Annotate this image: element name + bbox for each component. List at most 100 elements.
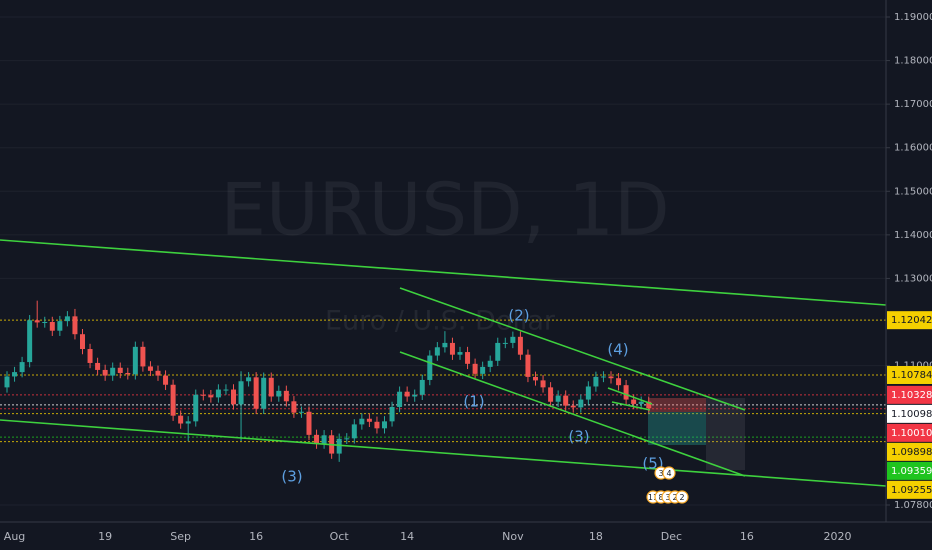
channel-line bbox=[607, 387, 653, 405]
position-stop bbox=[648, 398, 706, 412]
candle-body bbox=[193, 394, 199, 422]
candle-body bbox=[525, 354, 531, 377]
grid bbox=[0, 16, 886, 506]
candle-body bbox=[419, 379, 425, 395]
event-label: 11 bbox=[648, 493, 658, 502]
price-label: 1.09359 bbox=[891, 466, 932, 477]
y-tick-label: 1.18000 bbox=[894, 56, 932, 67]
candle-body bbox=[42, 322, 48, 324]
candle-body bbox=[563, 395, 569, 406]
candle-body bbox=[155, 370, 161, 376]
candle-body bbox=[585, 386, 591, 400]
candle-body bbox=[215, 389, 221, 398]
candle-body bbox=[427, 355, 433, 380]
price-label-bg bbox=[887, 385, 932, 404]
candle-body bbox=[510, 336, 516, 343]
candle-body bbox=[336, 438, 342, 454]
candle-body bbox=[276, 390, 282, 397]
candle-body bbox=[306, 411, 312, 435]
candle-body bbox=[208, 395, 214, 398]
candle-body bbox=[480, 366, 486, 374]
price-label: 1.09898 bbox=[891, 447, 932, 458]
events: 3 411 8 3 2 2 bbox=[646, 466, 689, 504]
candle-body bbox=[132, 346, 138, 375]
candle-body bbox=[223, 389, 229, 391]
candle-body bbox=[548, 387, 554, 402]
candle-body bbox=[170, 384, 176, 416]
axis-labels: 1.19000 1.18000 1.17000 1.16000 1.15000 1.140… bbox=[4, 12, 932, 543]
candle-body bbox=[434, 347, 440, 356]
candle-body bbox=[200, 394, 206, 396]
y-tick-label: 1.15000 bbox=[894, 186, 932, 197]
candle-body bbox=[570, 405, 576, 408]
price-label: 1.10784 bbox=[891, 370, 932, 381]
candle-body bbox=[12, 372, 18, 377]
event-label: 8 bbox=[658, 493, 663, 502]
channel-line bbox=[399, 351, 746, 477]
x-tick-label: 2020 bbox=[824, 530, 852, 543]
candle-body bbox=[87, 349, 93, 363]
x-tick-label: Nov bbox=[502, 530, 524, 543]
candle-body bbox=[80, 334, 85, 350]
candle-body bbox=[578, 399, 584, 408]
candle-body bbox=[502, 342, 508, 344]
x-tick-label: 18 bbox=[589, 530, 603, 543]
candle-body bbox=[449, 342, 455, 355]
candle-body bbox=[351, 424, 357, 439]
candle-body bbox=[487, 360, 493, 367]
candle-body bbox=[442, 342, 448, 348]
candle-body bbox=[646, 401, 652, 409]
candle-body bbox=[517, 336, 523, 355]
x-tick-label: Oct bbox=[330, 530, 350, 543]
candle-body bbox=[457, 352, 463, 355]
wave-label: (2) bbox=[508, 307, 529, 325]
candle-body bbox=[412, 394, 418, 397]
candle-body bbox=[117, 367, 123, 373]
event-marker bbox=[675, 490, 689, 504]
candle-body bbox=[623, 385, 629, 400]
candle-body bbox=[102, 369, 108, 376]
event-label: 2 bbox=[679, 493, 684, 502]
wave-label: (4) bbox=[607, 341, 628, 359]
candle-body bbox=[268, 377, 274, 397]
candle-body bbox=[616, 378, 622, 386]
candle-body bbox=[593, 376, 599, 387]
candle-body bbox=[555, 395, 561, 402]
x-tick-label: Dec bbox=[661, 530, 682, 543]
trend-line bbox=[0, 239, 887, 306]
candle-body bbox=[283, 390, 289, 402]
wave-label: (1) bbox=[463, 393, 484, 411]
candle-body bbox=[631, 399, 637, 404]
candle-body bbox=[253, 377, 259, 409]
candle-body bbox=[366, 418, 372, 422]
candle-body bbox=[291, 401, 297, 413]
y-tick-label: 1.16000 bbox=[894, 143, 932, 154]
watermark-symbol: EURUSD, 1D bbox=[220, 168, 669, 252]
event-marker bbox=[662, 466, 676, 480]
candle-body bbox=[147, 366, 153, 371]
price-label-bg bbox=[887, 442, 932, 461]
candle-body bbox=[64, 316, 70, 322]
candle-body bbox=[382, 421, 387, 429]
channel-line bbox=[611, 401, 651, 411]
candle-body bbox=[49, 322, 55, 331]
position-target bbox=[648, 412, 706, 445]
y-tick-label: 1.17000 bbox=[894, 99, 932, 110]
projection-box bbox=[706, 398, 745, 470]
candle-body bbox=[231, 389, 236, 405]
candle-body bbox=[495, 342, 501, 361]
candle-body bbox=[4, 376, 10, 388]
candle-body bbox=[359, 418, 365, 425]
price-label: 1.10098 bbox=[891, 409, 932, 420]
candle-body bbox=[19, 362, 25, 373]
channel-line bbox=[399, 287, 746, 411]
x-tick-label: Aug bbox=[4, 530, 25, 543]
y-tick-label: 1.14000 bbox=[894, 230, 932, 241]
price-label: 1.10010 bbox=[891, 428, 932, 439]
price-label: 1.12042 bbox=[891, 315, 932, 326]
price-label-bg bbox=[887, 311, 932, 330]
x-tick-label: 16 bbox=[740, 530, 754, 543]
candle-body bbox=[95, 362, 101, 370]
